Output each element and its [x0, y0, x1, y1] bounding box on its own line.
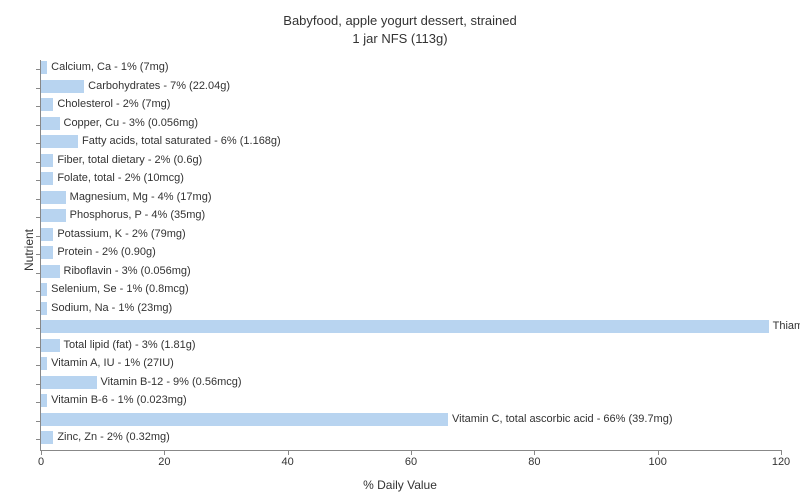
bar-row: Cholesterol - 2% (7mg)	[41, 97, 781, 112]
bar	[41, 209, 66, 222]
bar	[41, 98, 53, 111]
bar-row: Potassium, K - 2% (79mg)	[41, 227, 781, 242]
bar-label: Vitamin B-12 - 9% (0.56mcg)	[97, 375, 242, 390]
bar	[41, 246, 53, 259]
bar-row: Fiber, total dietary - 2% (0.6g)	[41, 153, 781, 168]
x-tick-label: 40	[282, 456, 294, 468]
bar-label: Carbohydrates - 7% (22.04g)	[84, 79, 230, 94]
bar-label: Folate, total - 2% (10mcg)	[53, 171, 184, 186]
bar-row: Vitamin B-6 - 1% (0.023mg)	[41, 393, 781, 408]
x-tick-label: 0	[38, 456, 44, 468]
nutrient-chart: Babyfood, apple yogurt dessert, strained…	[0, 0, 800, 500]
bar-label: Potassium, K - 2% (79mg)	[53, 227, 185, 242]
title-line-2: 1 jar NFS (113g)	[0, 30, 800, 48]
bar	[41, 339, 60, 352]
chart-title: Babyfood, apple yogurt dessert, strained…	[0, 0, 800, 47]
x-tick-label: 120	[772, 456, 790, 468]
bar-label: Total lipid (fat) - 3% (1.81g)	[60, 338, 196, 353]
bar	[41, 431, 53, 444]
bar-row: Sodium, Na - 1% (23mg)	[41, 301, 781, 316]
bar-label: Riboflavin - 3% (0.056mg)	[60, 264, 191, 279]
bar-row: Vitamin C, total ascorbic acid - 66% (39…	[41, 412, 781, 427]
bar-label: Fiber, total dietary - 2% (0.6g)	[53, 153, 202, 168]
bar	[41, 265, 60, 278]
bar-row: Phosphorus, P - 4% (35mg)	[41, 208, 781, 223]
x-tick-mark	[534, 450, 535, 455]
bar-label: Magnesium, Mg - 4% (17mg)	[66, 190, 212, 205]
bar-label: Thiamin - 118% (1.763mg)	[769, 319, 800, 334]
x-tick-mark	[164, 450, 165, 455]
bar-row: Vitamin A, IU - 1% (27IU)	[41, 356, 781, 371]
x-tick-mark	[41, 450, 42, 455]
bar-label: Fatty acids, total saturated - 6% (1.168…	[78, 134, 281, 149]
bar-label: Vitamin C, total ascorbic acid - 66% (39…	[448, 412, 673, 427]
x-tick-mark	[658, 450, 659, 455]
x-tick-label: 80	[528, 456, 540, 468]
bar-row: Selenium, Se - 1% (0.8mcg)	[41, 282, 781, 297]
bar-row: Carbohydrates - 7% (22.04g)	[41, 79, 781, 94]
bar-row: Zinc, Zn - 2% (0.32mg)	[41, 430, 781, 445]
bar-row: Calcium, Ca - 1% (7mg)	[41, 60, 781, 75]
bar-row: Riboflavin - 3% (0.056mg)	[41, 264, 781, 279]
bar-row: Magnesium, Mg - 4% (17mg)	[41, 190, 781, 205]
bar-label: Zinc, Zn - 2% (0.32mg)	[53, 430, 169, 445]
bar-label: Selenium, Se - 1% (0.8mcg)	[47, 282, 189, 297]
bar	[41, 376, 97, 389]
bar	[41, 413, 448, 426]
x-tick-label: 100	[648, 456, 666, 468]
x-tick-mark	[288, 450, 289, 455]
bar	[41, 154, 53, 167]
bar-label: Vitamin A, IU - 1% (27IU)	[47, 356, 174, 371]
title-line-1: Babyfood, apple yogurt dessert, strained	[0, 12, 800, 30]
bar	[41, 191, 66, 204]
bar-row: Fatty acids, total saturated - 6% (1.168…	[41, 134, 781, 149]
bar-row: Total lipid (fat) - 3% (1.81g)	[41, 338, 781, 353]
bar	[41, 117, 60, 130]
bar	[41, 320, 769, 333]
x-axis-label: % Daily Value	[0, 478, 800, 492]
bar-label: Cholesterol - 2% (7mg)	[53, 97, 170, 112]
x-tick-label: 20	[158, 456, 170, 468]
plot-area: 020406080100120Calcium, Ca - 1% (7mg)Car…	[40, 60, 781, 451]
x-tick-label: 60	[405, 456, 417, 468]
x-tick-mark	[411, 450, 412, 455]
bar-row: Folate, total - 2% (10mcg)	[41, 171, 781, 186]
bar-label: Copper, Cu - 3% (0.056mg)	[60, 116, 199, 131]
bar-row: Vitamin B-12 - 9% (0.56mcg)	[41, 375, 781, 390]
bar-row: Thiamin - 118% (1.763mg)	[41, 319, 781, 334]
y-axis-label: Nutrient	[22, 229, 36, 271]
bar-row: Protein - 2% (0.90g)	[41, 245, 781, 260]
bar	[41, 80, 84, 93]
bar-label: Phosphorus, P - 4% (35mg)	[66, 208, 206, 223]
bar	[41, 228, 53, 241]
bar	[41, 135, 78, 148]
x-tick-mark	[781, 450, 782, 455]
bar-label: Calcium, Ca - 1% (7mg)	[47, 60, 168, 75]
bar-label: Sodium, Na - 1% (23mg)	[47, 301, 172, 316]
bar-label: Protein - 2% (0.90g)	[53, 245, 155, 260]
bar-row: Copper, Cu - 3% (0.056mg)	[41, 116, 781, 131]
bar	[41, 172, 53, 185]
bar-label: Vitamin B-6 - 1% (0.023mg)	[47, 393, 187, 408]
